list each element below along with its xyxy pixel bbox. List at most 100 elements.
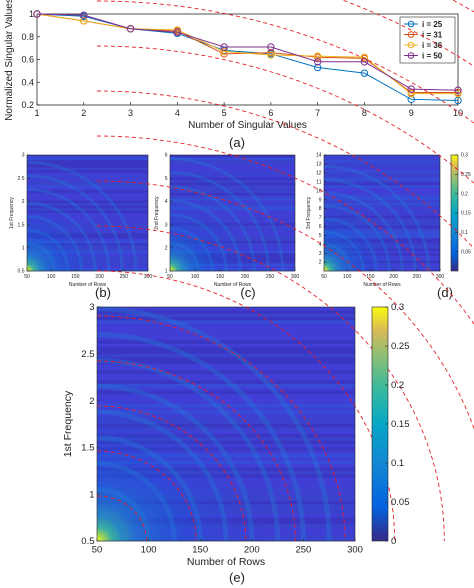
y-tick-label: 0.5 [18,269,25,275]
x-tick-label: 50 [167,274,173,280]
panel-label-a: (a) [229,135,245,150]
red-dashed-curve [96,180,474,430]
data-point [407,85,415,93]
data-point [220,47,228,56]
data-point [313,52,322,60]
heatmap-ridge [96,409,229,542]
data-point [173,28,182,36]
x-tick-label: 10 [453,108,463,118]
y-tick-label: 0.6 [21,55,34,65]
x-tick-label: 300 [436,274,445,280]
y-tick-label: 2.5 [81,349,94,360]
x-tick-label: 9 [409,108,414,118]
colorbar-tick-label: 0.3 [461,153,468,159]
heatmap-3rd-frequency: 50 100 150 200 250 300 2 3 4 5 6 7 8 9 10 11 12 13 14 Numbe… [306,153,444,288]
heatmap-ridge [169,255,186,272]
heatmap-ridge [323,178,417,272]
x-tick-label: 300 [144,274,153,280]
x-tick-label: 300 [347,545,363,556]
legend-entry: i = 31 [422,31,443,40]
red-dashed-curve [96,0,474,124]
legend-swatch-marker [407,41,415,49]
x-tick-label: 4 [175,108,180,118]
heatmap-ridge [169,185,256,272]
heatmap-ridge [96,461,177,542]
x-axis-label: Number of Rows [187,556,265,568]
y-tick-label: 3 [165,222,168,228]
y-tick-label: 2 [319,260,322,266]
heatmap-ridge [96,435,203,542]
x-tick-label: 200 [241,274,250,280]
heatmap-hot-region [324,155,440,271]
heatmap-ridge [169,157,284,272]
data-point [126,25,135,33]
heatmap-ridge [323,243,352,272]
colorbar-tick-label: 0.05 [461,249,471,255]
x-tick-label: 1 [34,108,39,118]
y-tick-label: 9 [319,197,322,203]
heatmap-ridge [26,201,97,272]
data-point [173,26,182,34]
series-i=50 [33,10,462,94]
y-tick-label: 11 [316,179,321,185]
heatmap-ridge [26,187,111,272]
y-tick-label: 6 [165,153,168,159]
x-tick-label: 50 [92,545,103,556]
heatmap-ridge [323,204,391,272]
red-dashed-curve [96,495,148,542]
y-tick-label: 8 [319,206,322,212]
y-tick-label: 0.5 [81,536,94,547]
heatmap-2nd-frequency: 50 100 150 200 250 300 1 2 3 4 5 6 Number of Rows 2nd… [154,153,299,288]
heatmap-frame [169,154,296,272]
red-dashed-curve [96,360,296,542]
x-tick-label: 2 [81,108,86,118]
data-point [267,48,275,57]
y-tick-label: 1 [89,489,94,500]
colorbar-tick-label: 0.25 [391,341,410,352]
heatmap-ridge [26,215,83,272]
x-tick-label: 200 [389,274,398,280]
y-axis-label: 1st Frequency [62,390,74,457]
data-point [80,11,88,19]
y-tick-label: 3 [89,302,94,313]
y-tick-label: 2 [89,396,94,407]
x-tick-label: 50 [24,274,30,280]
colorbar-tick-label: 0.2 [461,191,468,197]
colorbar-tick-label: 0.2 [391,380,404,391]
y-axis-label: 1st Frequency [9,197,15,229]
colorbar-tick-label: 0.25 [461,172,471,178]
data-point [220,43,228,51]
data-point [267,51,275,59]
y-tick-label: 1.5 [81,443,94,454]
heatmap-frame [26,154,149,272]
heatmap-hot-region [97,307,355,541]
heatmap-ridge [169,171,270,272]
colorbar-small: 0.05 0.1 0.15 0.2 0.25 0.3 [450,153,471,272]
heatmap-ridge [96,486,152,542]
y-tick-label: 1.5 [18,222,25,228]
y-axis-label: 2nd Frequency [154,196,160,230]
data-point [454,86,462,94]
plot-area [36,13,459,106]
y-tick-label: 4 [165,199,168,205]
red-dashed-curve [96,405,247,542]
data-point [80,17,88,25]
x-axis-label: Number of Rows [363,282,401,288]
heatmap-ridge [96,357,281,542]
heatmap-ridge [26,228,70,272]
y-tick-label: 0.8 [21,32,34,42]
red-dashed-curve [96,450,197,542]
heatmap-ridge [96,306,332,542]
y-tick-label: 13 [316,162,322,168]
legend-swatch-marker [407,20,415,28]
y-axis-label: Normalized Singular Values [4,0,15,121]
series-line [36,13,459,91]
heatmap-ridge [26,255,43,272]
x-axis-label: Number of Singular Values [188,120,307,131]
legend-swatch-marker [407,52,415,59]
heatmap-1st-frequency-small: 50 100 150 200 250 300 0.5 1 1.5 2 2.5 3 Number of R… [9,153,152,288]
heatmap-hot-region [27,155,148,271]
y-tick-label: 10 [316,188,322,194]
y-tick-label: 3 [22,153,25,159]
panel-label-e: (e) [229,570,245,585]
